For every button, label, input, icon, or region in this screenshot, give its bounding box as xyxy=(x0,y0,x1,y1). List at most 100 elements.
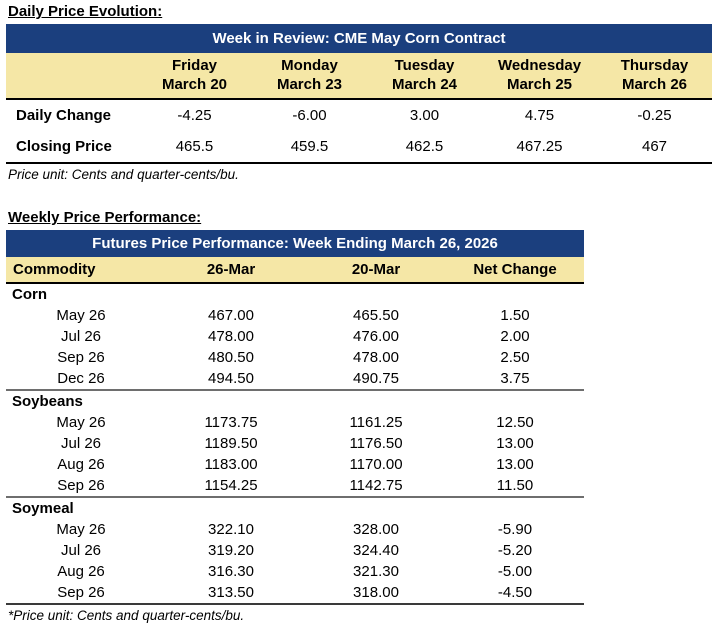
group-name: Corn xyxy=(12,286,47,303)
net-change: 13.00 xyxy=(496,435,534,452)
table-row: May 26 1173.75 1161.25 12.50 xyxy=(6,412,584,433)
col-header-20mar: 20-Mar xyxy=(306,257,446,284)
table-row: Sep 26 1154.25 1142.75 11.50 xyxy=(6,475,584,497)
net-change: 3.75 xyxy=(500,370,530,387)
closing-price-fri: 465.5 xyxy=(137,131,252,164)
day-name: Thursday xyxy=(620,57,689,74)
price-26mar: 316.30 xyxy=(208,563,254,580)
row-label: Daily Change xyxy=(16,107,112,124)
contract-label: Sep 26 xyxy=(57,349,105,366)
weekly-table-title: Futures Price Performance: Week Ending M… xyxy=(6,230,585,257)
closing-price-wed: 467.25 xyxy=(482,131,597,164)
net-change: -5.20 xyxy=(497,542,533,559)
day-date: March 20 xyxy=(161,76,228,93)
contract-label: Dec 26 xyxy=(57,370,105,387)
table-row: May 26 467.00 465.50 1.50 xyxy=(6,305,584,326)
weekly-table-header-row: Commodity 26-Mar 20-Mar Net Change xyxy=(6,257,585,284)
daily-header-tuesday: Tuesday March 24 xyxy=(367,53,482,100)
daily-table-title-row: Week in Review: CME May Corn Contract xyxy=(6,24,712,53)
price-26mar: 1189.50 xyxy=(204,435,258,452)
daily-price-unit-note: Price unit: Cents and quarter-cents/bu. xyxy=(8,167,239,182)
contract-label: Sep 26 xyxy=(6,582,156,605)
row-label: Closing Price xyxy=(6,131,137,164)
daily-header-thursday: Thursday March 26 xyxy=(597,53,712,100)
price-20mar: 465.50 xyxy=(353,307,399,324)
weekly-table-title-row: Futures Price Performance: Week Ending M… xyxy=(6,230,585,257)
price-20mar: 1142.75 xyxy=(349,477,403,494)
contract-label: Aug 26 xyxy=(57,456,105,473)
contract-label: Jul 26 xyxy=(60,328,102,345)
price-20mar: 318.00 xyxy=(306,582,446,605)
net-change: -5.00 xyxy=(497,563,533,580)
daily-table-title: Week in Review: CME May Corn Contract xyxy=(6,24,712,53)
col-header-26mar: 26-Mar xyxy=(156,257,306,284)
price-20mar: 328.00 xyxy=(353,521,399,538)
contract-label: May 26 xyxy=(56,414,106,431)
col-header-commodity: Commodity xyxy=(6,257,156,284)
price-20mar: 1161.25 xyxy=(349,414,403,431)
daily-change-row: Daily Change -4.25 -6.00 3.00 4.75 -0.25 xyxy=(6,99,712,131)
contract-label: May 26 xyxy=(56,307,106,324)
day-date: March 26 xyxy=(621,76,688,93)
table-row: Sep 26 313.50 318.00 -4.50 xyxy=(6,582,585,605)
net-change: -4.50 xyxy=(446,582,585,605)
price-26mar: 1154.25 xyxy=(204,477,258,494)
table-row: Aug 26 1183.00 1170.00 13.00 xyxy=(6,454,584,475)
col-header-net-change: Net Change xyxy=(446,257,585,284)
price-26mar: 494.50 xyxy=(208,370,254,387)
daily-header-empty-cell xyxy=(6,53,137,100)
daily-header-monday: Monday March 23 xyxy=(252,53,367,100)
price-20mar: 324.40 xyxy=(353,542,399,559)
group-name: Soymeal xyxy=(6,496,585,519)
weekly-section-title: Weekly Price Performance: xyxy=(8,209,202,226)
day-name: Friday xyxy=(171,57,217,74)
day-date: March 24 xyxy=(391,76,458,93)
net-change: 2.50 xyxy=(500,349,530,366)
weekly-performance-table: Futures Price Performance: Week Ending M… xyxy=(6,230,585,605)
price-26mar: 322.10 xyxy=(208,521,254,538)
weekly-price-unit-note: *Price unit: Cents and quarter-cents/bu. xyxy=(8,608,245,623)
contract-label: May 26 xyxy=(56,521,106,538)
group-header-corn: Corn xyxy=(6,283,584,305)
group-header-soymeal: Soymeal xyxy=(6,496,585,519)
net-change: 13.00 xyxy=(496,456,534,473)
daily-change-mon: -6.00 xyxy=(292,107,327,124)
net-change: 1.50 xyxy=(500,307,530,324)
closing-price-mon: 459.5 xyxy=(252,131,367,164)
daily-change-tue: 3.00 xyxy=(409,107,440,124)
net-change: -5.90 xyxy=(497,521,533,538)
price-20mar: 476.00 xyxy=(353,328,399,345)
daily-header-friday: Friday March 20 xyxy=(137,53,252,100)
group-header-soybeans: Soybeans xyxy=(6,389,585,412)
price-20mar: 1170.00 xyxy=(349,456,403,473)
day-name: Tuesday xyxy=(394,57,455,74)
table-row: Jul 26 319.20 324.40 -5.20 xyxy=(6,540,584,561)
net-change: 12.50 xyxy=(496,414,534,431)
closing-price-tue: 462.5 xyxy=(367,131,482,164)
price-20mar: 321.30 xyxy=(353,563,399,580)
table-row: Dec 26 494.50 490.75 3.75 xyxy=(6,368,584,390)
daily-table-header-row: Friday March 20 Monday March 23 Tuesday … xyxy=(6,53,712,100)
net-change: 2.00 xyxy=(500,328,530,345)
contract-label: Aug 26 xyxy=(57,563,105,580)
contract-label: Sep 26 xyxy=(57,477,105,494)
price-26mar: 480.50 xyxy=(208,349,254,366)
contract-label: Jul 26 xyxy=(60,542,102,559)
day-date: March 25 xyxy=(506,76,573,93)
price-26mar: 1173.75 xyxy=(204,414,258,431)
group-name: Soybeans xyxy=(6,389,585,412)
daily-price-table: Week in Review: CME May Corn Contract Fr… xyxy=(6,24,712,164)
daily-change-wed: 4.75 xyxy=(524,107,555,124)
contract-label: Jul 26 xyxy=(60,435,102,452)
table-row: May 26 322.10 328.00 -5.90 xyxy=(6,519,584,540)
table-row: Jul 26 478.00 476.00 2.00 xyxy=(6,326,584,347)
day-name: Monday xyxy=(281,57,338,74)
table-row: Sep 26 480.50 478.00 2.50 xyxy=(6,347,584,368)
day-name: Wednesday xyxy=(497,57,582,74)
daily-section-title: Daily Price Evolution: xyxy=(8,3,163,20)
table-row: Aug 26 316.30 321.30 -5.00 xyxy=(6,561,584,582)
daily-header-wednesday: Wednesday March 25 xyxy=(482,53,597,100)
price-26mar: 478.00 xyxy=(208,328,254,345)
price-20mar: 490.75 xyxy=(353,370,399,387)
